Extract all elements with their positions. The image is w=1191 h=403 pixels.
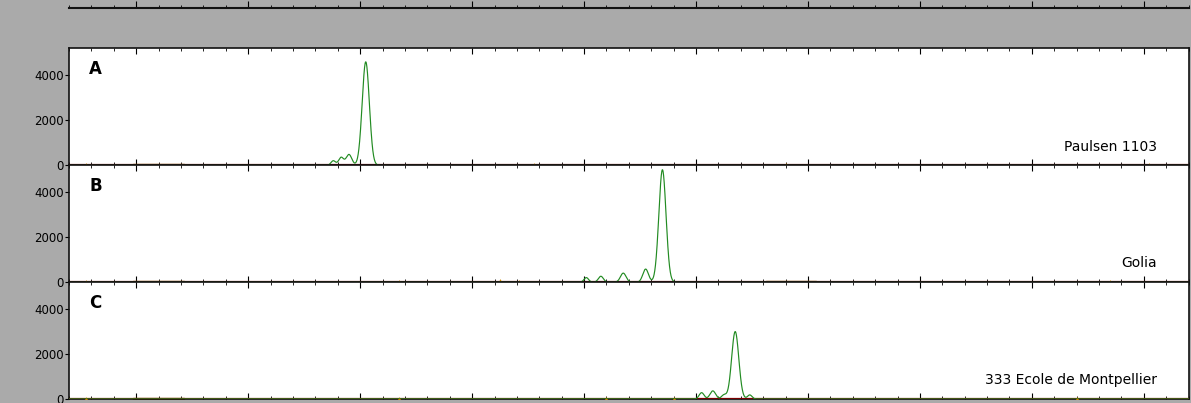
Text: A: A — [89, 60, 102, 78]
Text: Paulsen 1103: Paulsen 1103 — [1065, 139, 1158, 154]
Text: B: B — [89, 177, 102, 195]
Text: 333 Ecole de Montpellier: 333 Ecole de Montpellier — [985, 373, 1158, 387]
Text: C: C — [89, 294, 101, 312]
Text: Golia: Golia — [1122, 256, 1158, 270]
